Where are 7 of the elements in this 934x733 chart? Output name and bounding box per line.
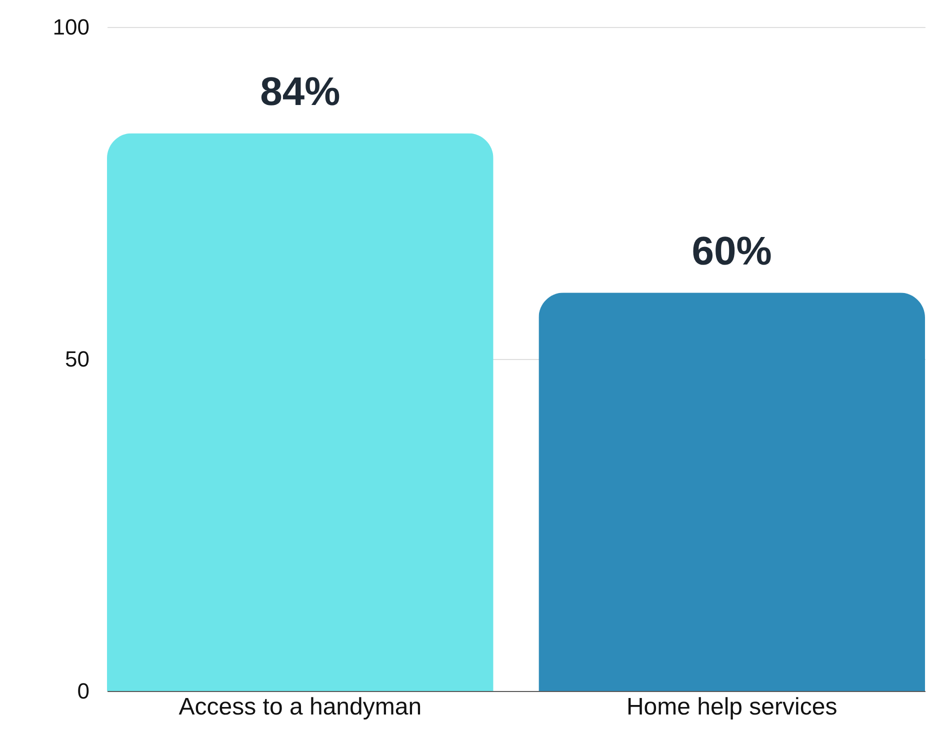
y-tick-label: 50 bbox=[65, 346, 90, 372]
y-tick-label: 100 bbox=[52, 14, 90, 40]
x-tick-label: Access to a handyman bbox=[178, 694, 422, 720]
data-label: 84% bbox=[260, 70, 340, 114]
x-tick-label: Home help services bbox=[626, 694, 838, 720]
y-tick-label: 0 bbox=[77, 678, 90, 704]
data-label: 60% bbox=[692, 230, 772, 274]
